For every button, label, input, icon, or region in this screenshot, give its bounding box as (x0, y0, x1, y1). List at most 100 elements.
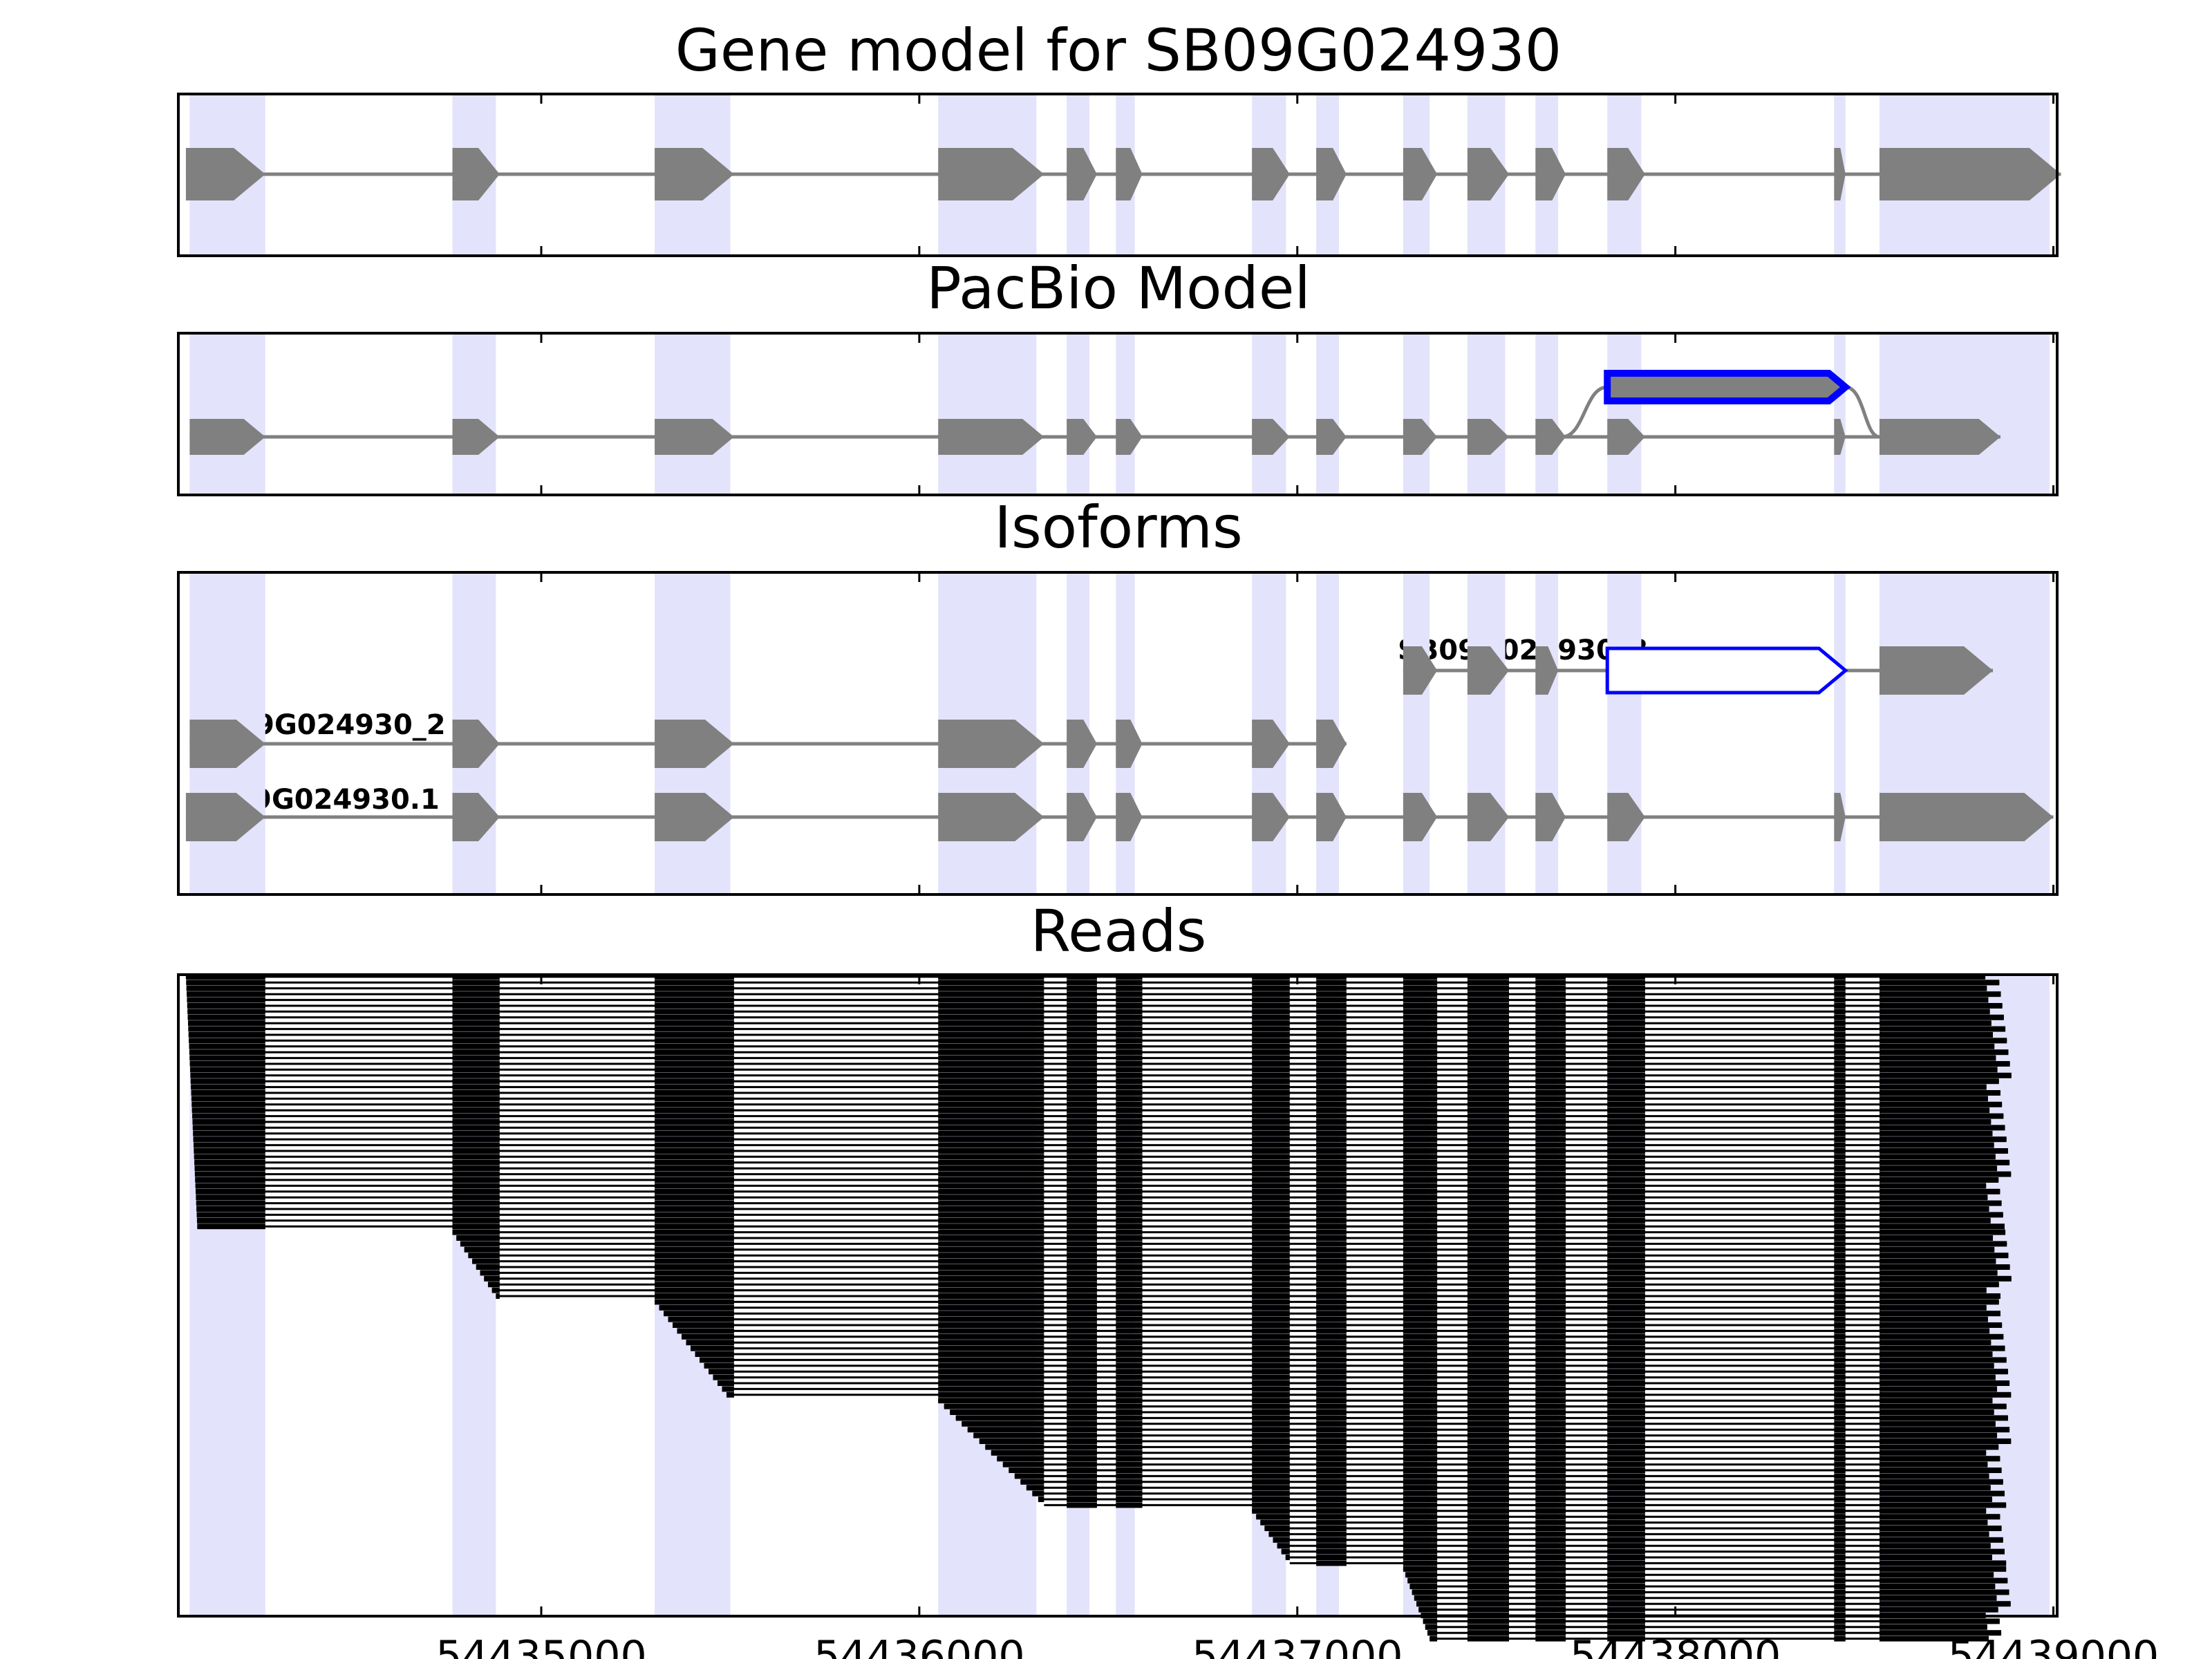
read-block-6 (1116, 1194, 1143, 1201)
read-block-8 (1316, 1090, 1347, 1096)
read-block-8 (1316, 1014, 1347, 1020)
read-block-2 (1467, 1630, 1510, 1636)
gene-model-exon-5 (1067, 148, 1097, 200)
read-block-3 (655, 1090, 734, 1096)
read-block-6 (1316, 1369, 1347, 1375)
read-block-6 (1116, 1130, 1143, 1136)
read-block-6 (1879, 1577, 2008, 1584)
gene-model-exon-7 (1252, 148, 1290, 200)
read-block-13 (1834, 1206, 1846, 1212)
read-block-8 (1316, 1177, 1347, 1183)
read-block-12 (1834, 1282, 1846, 1288)
read-block-6 (1116, 1113, 1143, 1119)
read-block-13 (1834, 1224, 1846, 1230)
read-block-4 (1116, 1369, 1143, 1375)
read-block-8 (1535, 1490, 1566, 1497)
read-block-6 (1879, 1635, 1989, 1642)
isoform-1-exon-13 (1834, 793, 1846, 841)
read-block-2 (1067, 1438, 1097, 1444)
read-block-12 (1834, 1293, 1846, 1299)
isoform-2-exon-3 (655, 720, 734, 768)
read-block-3 (1067, 1340, 1097, 1346)
read-block-10 (1535, 1293, 1566, 1299)
read-group_d-6 (967, 1427, 2010, 1433)
read-block-2 (938, 1311, 1044, 1317)
read-block-3 (1067, 1380, 1097, 1386)
read-block-10 (1607, 1311, 1645, 1317)
read-block-1 (460, 1241, 500, 1247)
read-block-1 (491, 1287, 500, 1293)
read-block-3 (655, 1119, 734, 1125)
read-block-8 (1316, 1224, 1347, 1230)
read-block-7 (1252, 980, 1290, 986)
read-block-7 (1252, 1136, 1290, 1143)
read-block-11 (1834, 1369, 1846, 1375)
read-block-10 (1467, 1119, 1510, 1125)
read-block-3 (1403, 1548, 1438, 1555)
read-block-14 (1879, 1125, 2005, 1131)
read-block-5 (1067, 1084, 1097, 1090)
read-block-8 (1316, 1113, 1347, 1119)
read-block-4 (938, 1148, 1044, 1154)
read-block-3 (1116, 1497, 1143, 1502)
read-block-9 (1607, 1485, 1645, 1491)
read-block-1 (197, 1224, 265, 1230)
read-group_a-14 (189, 1049, 2009, 1056)
read-block-5 (1067, 1148, 1097, 1154)
read-block-7 (1252, 1188, 1290, 1194)
read-block-10 (1535, 1241, 1566, 1247)
read-block-3 (938, 1264, 1044, 1270)
read-group_d-8 (979, 1438, 2012, 1444)
read-block-2 (452, 1084, 500, 1090)
read-block-5 (1834, 1595, 1846, 1601)
read-block-5 (1067, 985, 1097, 991)
read-block-2 (1067, 1427, 1097, 1433)
read-group_a-17 (190, 1067, 1998, 1073)
read-block-5 (1316, 1403, 1347, 1409)
read-block-1 (190, 1078, 265, 1085)
read-block-12 (1834, 1264, 1846, 1270)
read-block-9 (1403, 1101, 1438, 1107)
read-block-5 (1834, 1572, 1846, 1578)
read-block-6 (1403, 1473, 1438, 1479)
read-block-11 (1607, 1235, 1645, 1241)
read-block-14 (1879, 1200, 2002, 1206)
read-block-2 (655, 1275, 734, 1282)
read-block-5 (1116, 1253, 1143, 1259)
pacbio-shade-5 (1067, 333, 1089, 495)
read-block-2 (452, 1159, 500, 1165)
read-block-3 (1067, 1322, 1097, 1328)
read-block-1 (196, 1217, 265, 1224)
read-block-12 (1834, 1287, 1846, 1293)
read-block-4 (938, 1212, 1044, 1218)
read-group_a-34 (194, 1165, 1998, 1172)
read-block-7 (1467, 1473, 1510, 1479)
read-block-2 (1067, 1485, 1097, 1491)
read-group_a-24 (191, 1107, 1990, 1114)
read-block-12 (1607, 1038, 1645, 1044)
read-block-2 (452, 1119, 500, 1125)
read-block-2 (452, 1078, 500, 1085)
read-block-1 (191, 1107, 265, 1114)
read-block-13 (1834, 1188, 1846, 1194)
read-block-1 (1032, 1490, 1044, 1497)
read-block-6 (1879, 1595, 1997, 1601)
read-block-9 (1403, 1165, 1438, 1172)
read-block-7 (1403, 1391, 1438, 1398)
read-block-5 (1116, 1287, 1143, 1293)
read-block-11 (1834, 1316, 1846, 1322)
read-block-11 (1535, 1084, 1566, 1090)
read-group_d-14 (1014, 1473, 1989, 1479)
read-block-3 (1403, 1537, 1438, 1543)
read-block-11 (1607, 1264, 1645, 1270)
read-block-6 (1316, 1357, 1347, 1363)
read-block-10 (1467, 1159, 1510, 1165)
read-block-3 (1403, 1519, 1438, 1526)
read-block-11 (1879, 1479, 2003, 1485)
read-block-11 (1879, 1485, 1991, 1491)
read-block-9 (1403, 1014, 1438, 1020)
read-block-14 (1879, 1148, 2008, 1154)
read-block-4 (1467, 1560, 1510, 1566)
read-block-1 (189, 1038, 265, 1044)
read-block-4 (1252, 1450, 1290, 1456)
